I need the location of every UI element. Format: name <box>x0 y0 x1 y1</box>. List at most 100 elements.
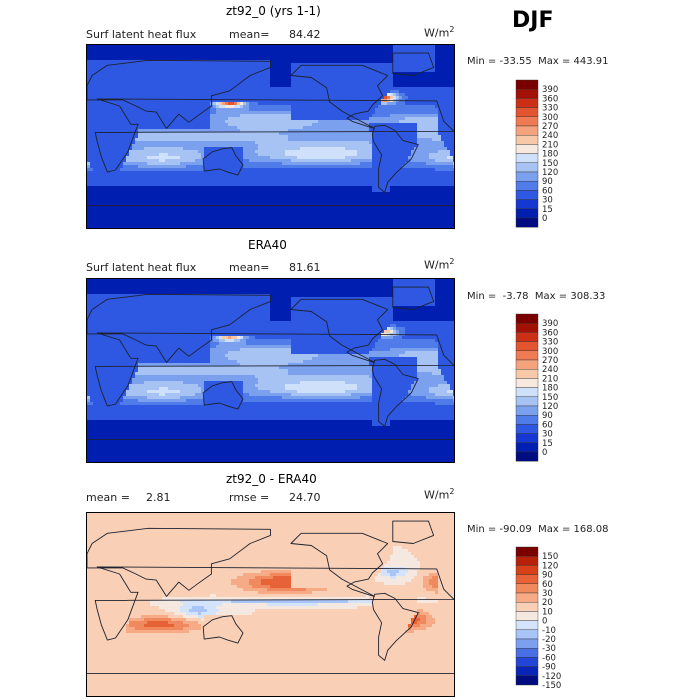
colorbar-tick-label: 300 <box>542 113 558 123</box>
colorbar-swatch <box>515 414 539 425</box>
colorbar-tick-label: 360 <box>542 94 558 104</box>
colorbar-tick-label: 90 <box>542 411 553 421</box>
colorbar-swatch <box>515 574 539 585</box>
colorbar-tick-label: -10 <box>542 626 556 636</box>
colorbar-swatch <box>515 405 539 416</box>
colorbar-tick-label: 270 <box>542 356 558 366</box>
panel3-mean-label: mean = <box>86 491 130 504</box>
panel2-mean-label: mean= <box>229 261 269 274</box>
colorbar-swatch <box>515 611 539 621</box>
colorbar-swatch <box>515 98 539 108</box>
colorbar-tick-label: 360 <box>542 328 558 338</box>
panel3-colorbar: 150 120 90 60 30 20 10 0 -10 -20 -30 -60 -90 -120 -150 <box>515 546 576 695</box>
colorbar-tick-label: 270 <box>542 122 558 132</box>
colorbar-tick-label: 210 <box>542 140 558 150</box>
panel3-units: W/m2 <box>424 487 454 502</box>
colorbar-swatch <box>515 378 539 388</box>
colorbar-swatch <box>515 171 539 182</box>
colorbar-tick-label: 60 <box>542 186 553 196</box>
colorbar-swatch <box>515 424 539 434</box>
colorbar-swatch <box>515 638 539 649</box>
colorbar-swatch <box>515 369 539 379</box>
colorbar-tick-label: 300 <box>542 347 558 357</box>
colorbar-swatch <box>515 602 539 612</box>
colorbar-tick-label: 30 <box>542 589 553 599</box>
panel1-variable: Surf latent heat flux <box>86 28 196 41</box>
colorbar-tick-label: 120 <box>542 168 558 178</box>
panel2-mean-value: 81.61 <box>289 261 321 274</box>
colorbar-swatch <box>515 555 539 566</box>
panel2-map <box>86 278 455 463</box>
colorbar-tick-label: 20 <box>542 598 553 608</box>
panel2-variable: Surf latent heat flux <box>86 261 196 274</box>
colorbar-swatch <box>515 620 539 630</box>
colorbar-swatch <box>515 350 539 361</box>
colorbar-tick-label: 30 <box>542 196 553 206</box>
colorbar-swatch <box>515 442 539 453</box>
colorbar-swatch <box>515 647 539 658</box>
season-label: DJF <box>512 8 553 33</box>
colorbar-swatch <box>515 629 539 640</box>
colorbar-tick-label: 240 <box>542 365 558 375</box>
colorbar-tick-label: 390 <box>542 319 558 329</box>
colorbar-swatch <box>515 565 539 575</box>
colorbar-tick-label: -20 <box>542 635 556 645</box>
panel1-mean-label: mean= <box>229 28 269 41</box>
colorbar-tick-label: 60 <box>542 420 553 430</box>
panel1-minmax: Min = -33.55 Max = 443.91 <box>467 56 609 67</box>
colorbar-tick-label: -60 <box>542 653 556 663</box>
panel3-map <box>86 512 455 697</box>
colorbar-tick-label: 90 <box>542 571 553 581</box>
colorbar-swatch <box>515 583 539 594</box>
colorbar-tick-label: 330 <box>542 338 558 348</box>
panel1-mean-value: 84.42 <box>289 28 321 41</box>
colorbar-swatch <box>515 396 539 407</box>
colorbar-swatch <box>515 144 539 154</box>
panel1-units: W/m2 <box>424 25 454 40</box>
colorbar-swatch <box>515 313 539 324</box>
colorbar-tick-label: 150 <box>542 159 558 169</box>
colorbar-swatch <box>515 675 539 686</box>
colorbar-swatch <box>515 88 539 99</box>
colorbar-tick-label: 60 <box>542 580 553 590</box>
colorbar-tick-label: 210 <box>542 374 558 384</box>
colorbar-tick-label: 180 <box>542 384 558 394</box>
panel3-minmax: Min = -90.09 Max = 168.08 <box>467 524 609 535</box>
colorbar-swatch <box>515 387 539 397</box>
colorbar-swatch <box>515 199 539 209</box>
colorbar-swatch <box>515 79 539 90</box>
colorbar-tick-label: 120 <box>542 561 558 571</box>
panel1-title: zt92_0 (yrs 1-1) <box>226 4 321 18</box>
colorbar-tick-label: 180 <box>542 150 558 160</box>
colorbar-tick-label: -120 <box>542 672 561 682</box>
panel3-rmse-value: 24.70 <box>289 491 321 504</box>
colorbar-swatch <box>515 208 539 219</box>
panel1-map <box>86 44 455 229</box>
colorbar-tick-label: -30 <box>542 644 556 654</box>
colorbar-swatch <box>515 125 539 136</box>
colorbar-swatch <box>515 322 539 333</box>
colorbar-swatch <box>515 135 539 145</box>
panel1-colorbar: 390 360 330 300 270 240 210 180 150 120 90 60 30 15 0 <box>515 79 576 228</box>
colorbar-tick-label: 0 <box>542 214 547 224</box>
colorbar-swatch <box>515 153 539 163</box>
colorbar-swatch <box>515 359 539 370</box>
colorbar-swatch <box>515 546 539 557</box>
panel2-minmax: Min = -3.78 Max = 308.33 <box>467 291 605 302</box>
colorbar-tick-label: 90 <box>542 177 553 187</box>
colorbar-swatch <box>515 217 539 228</box>
panel2-title: ERA40 <box>248 238 287 252</box>
colorbar-swatch <box>515 190 539 200</box>
colorbar-tick-label: 10 <box>542 607 553 617</box>
colorbar-swatch <box>515 180 539 191</box>
colorbar-swatch <box>515 451 539 462</box>
colorbar-swatch <box>515 107 539 118</box>
colorbar-swatch <box>515 657 539 667</box>
colorbar-tick-label: 330 <box>542 104 558 114</box>
colorbar-tick-label: 150 <box>542 552 558 562</box>
colorbar-tick-label: 30 <box>542 430 553 440</box>
colorbar-tick-label: 15 <box>542 439 553 449</box>
colorbar-tick-label: 150 <box>542 393 558 403</box>
colorbar-swatch <box>515 592 539 603</box>
colorbar-tick-label: 0 <box>542 617 547 627</box>
